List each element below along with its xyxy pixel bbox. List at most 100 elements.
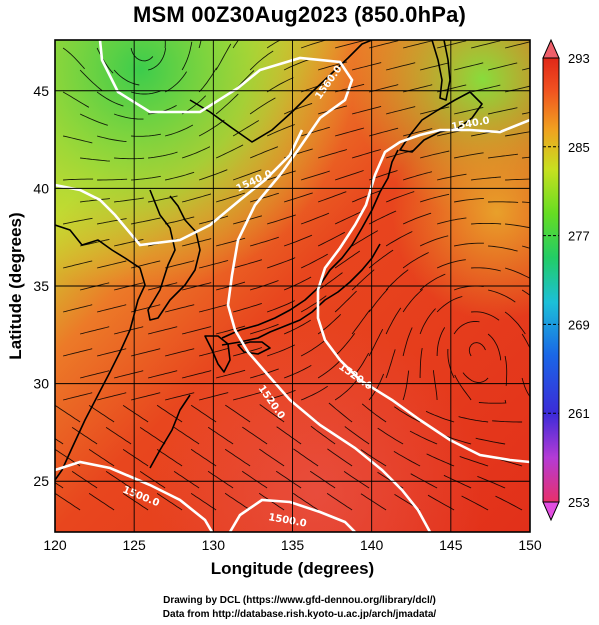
colorbar-tick-label: 269 (568, 317, 590, 332)
streamline (385, 106, 416, 115)
streamline (471, 311, 500, 321)
streamline (368, 249, 394, 269)
streamline (334, 333, 356, 357)
streamline (198, 40, 202, 49)
streamline (351, 190, 381, 203)
streamline (249, 50, 274, 71)
y-tick-label: 25 (33, 473, 49, 489)
streamline (419, 193, 450, 203)
streamline (488, 107, 518, 115)
streamline (283, 365, 312, 379)
streamline (215, 369, 246, 379)
streamline (283, 58, 312, 71)
streamline (266, 257, 296, 269)
streamline (130, 90, 161, 95)
streamline (300, 253, 328, 269)
streamline (79, 113, 108, 126)
streamline (317, 149, 348, 159)
streamline (477, 475, 506, 489)
streamline (62, 392, 93, 401)
streamline (215, 144, 244, 159)
y-tick-labels: 25 30 35 40 45 (33, 83, 49, 489)
geopotential-contours (55, 40, 530, 532)
streamline (459, 455, 489, 467)
streamline (454, 374, 472, 401)
streamline (504, 355, 508, 386)
streamline (521, 67, 530, 71)
streamline (310, 425, 336, 445)
x-axis-label: Longitude (degrees) (210, 559, 375, 578)
streamline (181, 146, 211, 159)
streamline (317, 231, 346, 247)
streamline (114, 197, 144, 203)
streamline (427, 494, 455, 511)
streamline (505, 178, 530, 181)
streamline (488, 245, 518, 252)
streamline (300, 82, 330, 93)
streamline (443, 474, 472, 489)
streamline (55, 493, 81, 511)
streamline (492, 420, 523, 423)
streamline (190, 448, 217, 467)
streamline (432, 370, 438, 401)
streamline (351, 269, 375, 291)
streamline (249, 146, 279, 159)
plot-frame (54, 39, 531, 533)
streamline (79, 370, 110, 379)
streamline (62, 348, 93, 357)
streamline (419, 235, 449, 247)
contour-line (55, 129, 304, 247)
streamline (334, 210, 363, 225)
streamline (96, 392, 127, 401)
streamline (327, 448, 353, 467)
colorbar: 293 285 277 269 261 253 (542, 38, 590, 522)
coastlines (55, 40, 483, 481)
streamline (190, 493, 217, 511)
streamline (266, 300, 295, 313)
streamline (478, 399, 507, 404)
streamline (317, 191, 347, 203)
streamline (113, 326, 144, 335)
streamline (487, 289, 516, 303)
streamline (334, 40, 365, 49)
streamline (96, 47, 114, 74)
streamline (62, 91, 90, 108)
streamline (139, 471, 166, 489)
colorbar-tick-label: 277 (568, 229, 590, 244)
streamline (521, 289, 530, 296)
streamline (215, 43, 232, 71)
streamline (293, 448, 319, 467)
streamline (131, 175, 161, 181)
streamline (385, 62, 416, 71)
streamline (122, 493, 149, 511)
streamline (488, 201, 519, 203)
streamline (419, 106, 450, 115)
streamline (241, 470, 268, 489)
streamline (276, 426, 302, 445)
coastline-shikoku (237, 341, 271, 355)
colorbar-tick-label: 293 (568, 51, 590, 66)
streamline (317, 358, 342, 379)
streamline (164, 392, 195, 401)
coastline-honshu (221, 149, 399, 346)
streamline (368, 40, 399, 49)
streamline (402, 212, 432, 225)
streamline (156, 449, 183, 467)
streamline (300, 295, 327, 313)
streamline (147, 370, 178, 379)
streamline (436, 40, 467, 49)
streamline (454, 197, 484, 203)
streamline (343, 471, 370, 489)
streamline (96, 135, 127, 143)
streamline (453, 62, 484, 71)
streamline (436, 327, 446, 357)
streamline (131, 217, 161, 225)
streamline (402, 171, 433, 181)
streamline (377, 427, 404, 445)
streamline (419, 62, 450, 71)
x-tick-label: 125 (122, 537, 146, 553)
streamline (326, 493, 353, 511)
streamline (96, 260, 127, 269)
streamline (173, 426, 200, 445)
streamline (283, 192, 313, 203)
